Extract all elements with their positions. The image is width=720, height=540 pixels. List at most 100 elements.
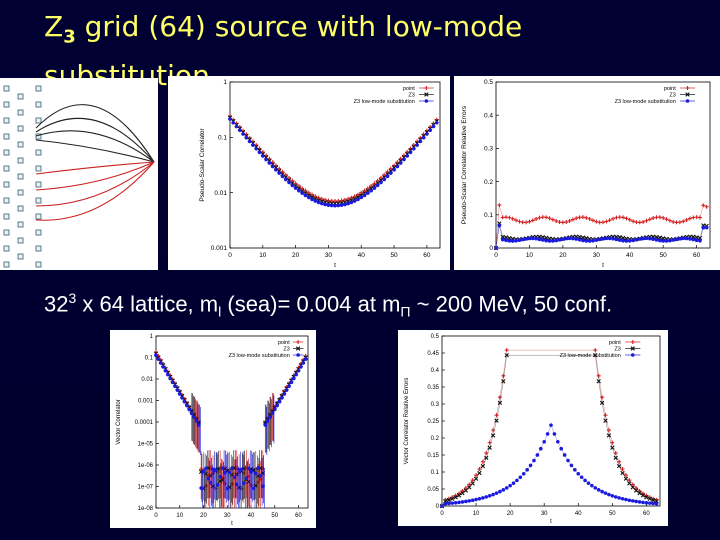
grid-site [3, 229, 10, 236]
grid-site [3, 85, 10, 92]
data-point [232, 475, 237, 479]
data-point [440, 504, 444, 508]
data-point [301, 361, 306, 365]
data-point [562, 453, 567, 457]
x-tick-label: 10 [473, 511, 480, 517]
data-point [375, 183, 380, 188]
data-point [456, 493, 462, 498]
data-point [283, 177, 288, 182]
data-point [517, 238, 522, 243]
data-point [514, 239, 518, 243]
data-point [299, 365, 303, 369]
data-point [517, 219, 522, 224]
grid-source-diagram [0, 78, 158, 270]
data-point [405, 154, 409, 158]
data-point [698, 239, 702, 243]
grid-site [3, 101, 10, 108]
data-point [501, 373, 506, 378]
grid-site [35, 149, 42, 156]
data-point [671, 238, 676, 242]
data-point [621, 238, 625, 243]
data-point [597, 220, 602, 225]
data-point [687, 216, 692, 221]
data-point [541, 238, 545, 242]
data-point [603, 418, 608, 423]
data-point [527, 236, 532, 241]
data-point [443, 501, 448, 506]
data-point [637, 220, 642, 225]
data-point [453, 500, 458, 505]
data-point [587, 216, 592, 221]
data-point [487, 493, 492, 498]
data-point [175, 388, 180, 392]
ps-relerr-panel: 0.5 0.4 0.3 0.2 0.1 0 0 10 20 30 40 50 60 t Pseudo-Sca… [454, 76, 720, 270]
data-point [557, 238, 562, 242]
data-point [637, 491, 642, 496]
y-tick-label: 0.4 [484, 112, 493, 119]
data-point [515, 478, 519, 483]
series-line [441, 424, 657, 507]
data-point [480, 463, 486, 469]
data-point [668, 238, 672, 243]
data-point [163, 368, 168, 373]
y-tick-label: 0.1 [218, 135, 227, 142]
x-tick-label: 10 [526, 252, 534, 259]
data-point [316, 200, 321, 205]
data-point [650, 497, 656, 503]
data-point [704, 204, 709, 209]
data-point [494, 418, 499, 423]
data-point [630, 482, 635, 487]
data-point [547, 216, 552, 221]
data-point [627, 498, 632, 503]
ps-correlator-panel: 1 0.1 0.01 0.001 0 10 20 30 40 50 60 t Pseudo-Scalar… [168, 76, 450, 270]
data-point [532, 458, 536, 463]
data-point [474, 497, 478, 502]
x-tick-label: 40 [358, 252, 366, 259]
data-point [154, 353, 158, 358]
data-point [677, 220, 682, 225]
series-line [495, 205, 707, 249]
data-point [296, 183, 301, 188]
data-point [261, 484, 265, 488]
y-tick-label: 0.1 [145, 356, 154, 362]
sub-text-1: 32 [44, 291, 69, 317]
data-point [658, 238, 662, 243]
data-point [504, 348, 509, 353]
data-point [415, 143, 419, 147]
data-point [503, 235, 509, 240]
y-tick-label: 0.05 [427, 487, 439, 493]
x-tick-label: 0 [154, 513, 158, 519]
y-axis-label: Pseudo-Scalar Correlator Relative Errors [461, 105, 468, 224]
data-point [654, 498, 659, 504]
data-point [215, 483, 220, 487]
data-point [247, 139, 252, 144]
data-point [365, 186, 370, 191]
data-point [571, 236, 575, 241]
data-point [300, 191, 304, 195]
data-point [587, 239, 592, 243]
data-point [187, 407, 192, 412]
data-point [520, 220, 525, 225]
data-point [641, 500, 645, 505]
data-point [277, 171, 282, 175]
grid-site [17, 205, 24, 212]
data-point [303, 357, 308, 361]
data-point [241, 132, 245, 136]
data-point [306, 190, 311, 195]
data-point [661, 239, 665, 243]
y-tick-label: 0.1 [431, 470, 440, 476]
data-point [651, 501, 655, 506]
series-z3 [493, 221, 709, 251]
legend-marker [685, 99, 690, 103]
grid-site [17, 93, 24, 100]
data-point [336, 203, 341, 208]
black-propagator-line [35, 117, 155, 163]
data-point [460, 500, 465, 504]
data-point [208, 473, 213, 478]
data-point [480, 459, 485, 464]
data-point [661, 215, 666, 220]
data-point [617, 215, 622, 220]
data-point [520, 237, 525, 242]
data-point [610, 445, 615, 450]
data-point [201, 469, 206, 474]
